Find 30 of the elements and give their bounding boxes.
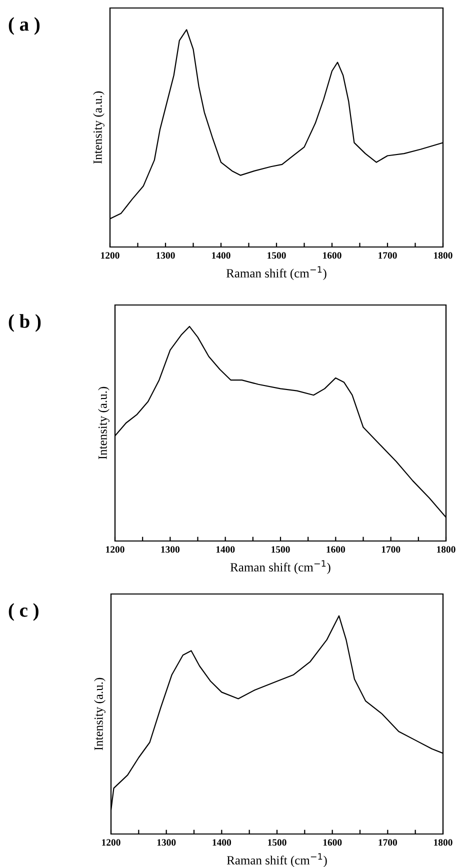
x-tick-label: 1300 bbox=[161, 546, 180, 553]
y-axis-title: Intensity (a.u.) bbox=[98, 386, 110, 460]
x-tick-label: 1200 bbox=[102, 839, 120, 846]
x-tick-label: 1700 bbox=[378, 839, 398, 846]
x-tick-label: 1400 bbox=[212, 839, 232, 846]
x-tick-label: 1800 bbox=[434, 839, 452, 846]
x-tick-label: 1600 bbox=[326, 546, 346, 553]
x-tick-label: 1500 bbox=[268, 839, 286, 846]
x-tick-label: 1700 bbox=[382, 546, 400, 553]
chart-title: ( b ) bbox=[8, 314, 41, 332]
x-tick-label: 1700 bbox=[378, 252, 397, 259]
x-tick-label: 1200 bbox=[106, 546, 124, 553]
x-axis-title: Raman shift (cm$^{−1}$) bbox=[226, 853, 327, 867]
y-axis-title: Intensity (a.u.) bbox=[94, 678, 106, 750]
y-axis-title: Intensity (a.u.) bbox=[93, 91, 104, 164]
x-axis-title: Raman shift (cm$^{−1}$) bbox=[230, 560, 330, 574]
x-tick-label: 1400 bbox=[216, 546, 235, 553]
chart-title: ( c ) bbox=[8, 603, 38, 621]
x-tick-label: 1800 bbox=[437, 546, 456, 553]
x-tick-label: 1300 bbox=[157, 839, 176, 846]
x-axis-title: Raman shift (cm$^{−1}$) bbox=[226, 266, 326, 280]
x-tick-label: 1600 bbox=[323, 839, 342, 846]
x-tick-label: 1400 bbox=[212, 252, 230, 259]
x-tick-label: 1800 bbox=[434, 252, 452, 259]
chart-title: ( a ) bbox=[8, 17, 40, 35]
x-tick-label: 1600 bbox=[323, 252, 342, 259]
x-tick-label: 1500 bbox=[272, 546, 290, 553]
x-tick-label: 1300 bbox=[156, 252, 175, 259]
x-tick-label: 1200 bbox=[101, 252, 120, 259]
x-tick-label: 1500 bbox=[268, 252, 286, 259]
